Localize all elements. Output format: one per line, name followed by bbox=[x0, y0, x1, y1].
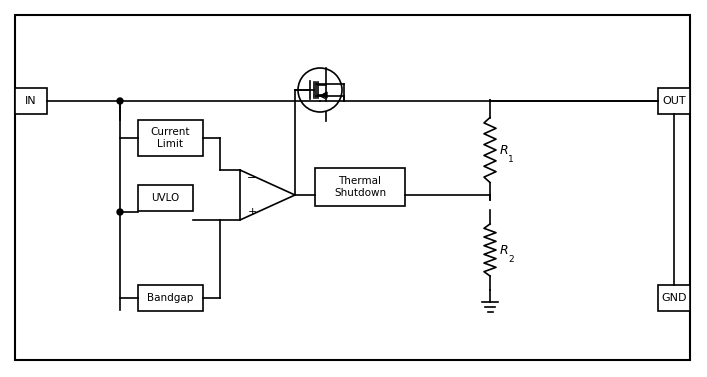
Text: Current
Limit: Current Limit bbox=[151, 127, 190, 149]
Bar bbox=[138, 285, 203, 311]
Bar bbox=[658, 285, 690, 311]
Bar bbox=[138, 120, 203, 156]
Bar bbox=[658, 88, 690, 114]
Text: R: R bbox=[500, 244, 508, 256]
Text: IN: IN bbox=[25, 96, 37, 106]
Text: 1: 1 bbox=[508, 155, 514, 164]
Bar bbox=[138, 185, 193, 211]
Bar bbox=[315, 168, 405, 206]
Text: UVLO: UVLO bbox=[151, 193, 180, 203]
Text: R: R bbox=[500, 144, 508, 156]
Circle shape bbox=[117, 98, 123, 104]
Text: Thermal
Shutdown: Thermal Shutdown bbox=[334, 176, 386, 198]
Circle shape bbox=[117, 209, 123, 215]
Text: −: − bbox=[247, 173, 257, 183]
Text: Bandgap: Bandgap bbox=[147, 293, 194, 303]
Text: 2: 2 bbox=[508, 255, 513, 264]
Text: OUT: OUT bbox=[662, 96, 686, 106]
Text: +: + bbox=[247, 207, 257, 217]
Polygon shape bbox=[322, 92, 327, 98]
Text: GND: GND bbox=[661, 293, 686, 303]
Bar bbox=[15, 88, 47, 114]
